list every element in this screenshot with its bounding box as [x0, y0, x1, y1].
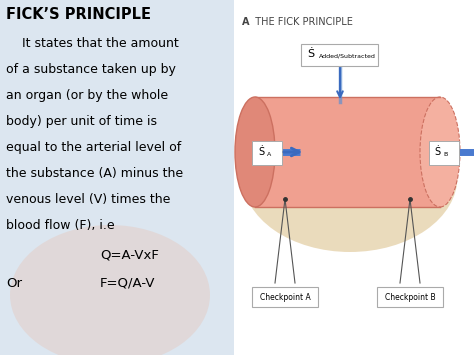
- FancyBboxPatch shape: [252, 287, 318, 307]
- Text: B: B: [443, 153, 447, 158]
- Text: equal to the arterial level of: equal to the arterial level of: [6, 141, 181, 154]
- Bar: [255, 97, 440, 207]
- Text: FICK’S PRINCIPLE: FICK’S PRINCIPLE: [6, 7, 151, 22]
- Text: body) per unit of time is: body) per unit of time is: [6, 115, 157, 128]
- Ellipse shape: [420, 97, 460, 207]
- Text: Q=A-VxF: Q=A-VxF: [100, 249, 159, 262]
- Text: THE FICK PRINCIPLE: THE FICK PRINCIPLE: [249, 17, 353, 27]
- Text: Checkpoint A: Checkpoint A: [260, 293, 310, 301]
- Ellipse shape: [10, 225, 210, 355]
- FancyBboxPatch shape: [301, 44, 379, 66]
- Ellipse shape: [243, 102, 457, 252]
- FancyBboxPatch shape: [429, 141, 459, 165]
- Text: the substance (A) minus the: the substance (A) minus the: [6, 167, 183, 180]
- Text: blood flow (F), i.e: blood flow (F), i.e: [6, 219, 115, 232]
- Text: of a substance taken up by: of a substance taken up by: [6, 63, 176, 76]
- Text: Added/Subtracted: Added/Subtracted: [319, 54, 375, 59]
- Text: Ṡ: Ṡ: [308, 49, 315, 59]
- Text: Checkpoint B: Checkpoint B: [385, 293, 435, 301]
- Text: Ṡ: Ṡ: [434, 147, 440, 157]
- Text: Or: Or: [6, 277, 22, 290]
- FancyBboxPatch shape: [234, 0, 474, 355]
- FancyBboxPatch shape: [377, 287, 443, 307]
- Text: It states that the amount: It states that the amount: [6, 37, 179, 50]
- Text: A: A: [242, 17, 249, 27]
- Text: an organ (or by the whole: an organ (or by the whole: [6, 89, 168, 102]
- Text: F=Q/A-V: F=Q/A-V: [100, 277, 155, 290]
- FancyBboxPatch shape: [0, 0, 234, 355]
- Text: venous level (V) times the: venous level (V) times the: [6, 193, 170, 206]
- Ellipse shape: [235, 97, 275, 207]
- FancyBboxPatch shape: [252, 141, 282, 165]
- Text: Ṡ: Ṡ: [258, 147, 264, 157]
- Text: A: A: [267, 153, 271, 158]
